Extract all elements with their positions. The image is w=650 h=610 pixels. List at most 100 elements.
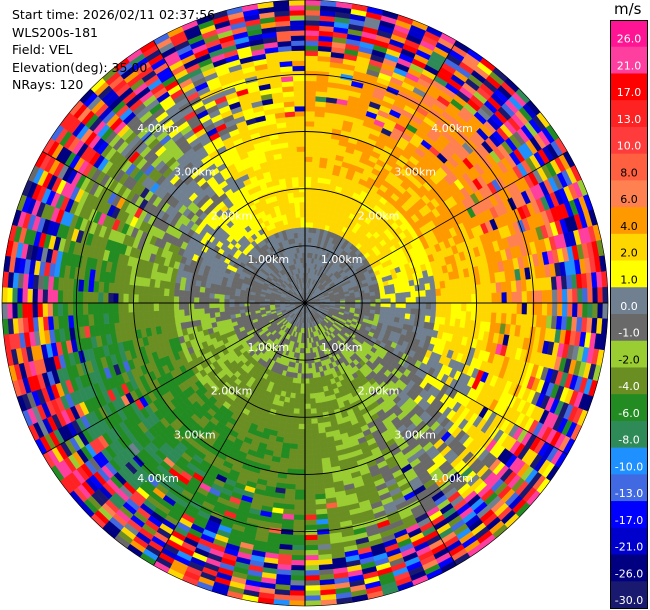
velocity-gate bbox=[440, 309, 447, 319]
velocity-gate bbox=[296, 448, 306, 455]
velocity-gate bbox=[566, 288, 573, 304]
velocity-gate bbox=[415, 296, 422, 304]
velocity-gate bbox=[456, 294, 462, 304]
velocity-gate bbox=[304, 232, 309, 238]
velocity-gate bbox=[399, 286, 406, 294]
velocity-gate bbox=[300, 383, 306, 390]
velocity-gate bbox=[311, 161, 321, 168]
velocity-gate bbox=[375, 298, 382, 304]
velocity-gate bbox=[291, 554, 306, 561]
velocity-gate bbox=[310, 191, 317, 198]
velocity-gate bbox=[495, 282, 502, 294]
velocity-gate bbox=[307, 347, 311, 354]
velocity-gate bbox=[506, 302, 513, 315]
velocity-gate bbox=[304, 373, 310, 380]
velocity-gate bbox=[304, 464, 314, 470]
velocity-gate bbox=[291, 423, 299, 430]
velocity-gate bbox=[304, 428, 313, 435]
velocity-gate bbox=[304, 35, 320, 42]
velocity-gate bbox=[304, 126, 315, 132]
velocity-gate bbox=[304, 408, 312, 415]
velocity-gate bbox=[292, 413, 300, 420]
velocity-gate bbox=[410, 296, 417, 304]
velocity-gate bbox=[312, 146, 322, 153]
velocity-gate bbox=[365, 295, 371, 301]
velocity-gate bbox=[405, 308, 412, 315]
velocity-gate bbox=[304, 191, 312, 198]
velocity-gate bbox=[304, 196, 311, 203]
velocity-gate bbox=[312, 156, 321, 163]
velocity-gate bbox=[292, 418, 300, 425]
velocity-gate bbox=[312, 443, 321, 450]
velocity-gate bbox=[304, 509, 317, 516]
velocity-gate bbox=[445, 295, 452, 304]
velocity-gate bbox=[450, 310, 457, 320]
velocity-gate bbox=[304, 14, 321, 21]
velocity-gate bbox=[304, 524, 318, 531]
velocity-gate bbox=[304, 393, 311, 400]
velocity-gate bbox=[304, 459, 314, 465]
velocity-gate bbox=[435, 309, 442, 318]
velocity-gate bbox=[304, 221, 310, 228]
velocity-gate bbox=[456, 302, 462, 312]
velocity-gate bbox=[461, 294, 467, 304]
velocity-gate bbox=[582, 287, 589, 304]
velocity-gate bbox=[304, 519, 317, 526]
velocity-gate bbox=[309, 393, 316, 400]
velocity-gate bbox=[486, 302, 493, 314]
velocity-gate bbox=[445, 302, 452, 311]
velocity-gate bbox=[312, 448, 322, 455]
velocity-gate bbox=[308, 217, 315, 223]
velocity-gate bbox=[299, 393, 306, 400]
velocity-gate bbox=[294, 499, 306, 506]
velocity-gate bbox=[445, 287, 452, 296]
velocity-gate bbox=[380, 306, 386, 312]
velocity-gate bbox=[521, 302, 528, 315]
velocity-gate bbox=[420, 302, 427, 310]
velocity-gate bbox=[304, 176, 312, 183]
velocity-gate bbox=[587, 287, 594, 304]
velocity-gate bbox=[572, 302, 578, 318]
velocity-gate bbox=[304, 19, 321, 26]
velocity-gate bbox=[516, 291, 523, 304]
velocity-gate bbox=[311, 176, 319, 183]
velocity-gate bbox=[297, 438, 306, 445]
velocity-gate bbox=[496, 292, 503, 304]
velocity-gate bbox=[440, 295, 447, 304]
velocity-gate bbox=[420, 308, 427, 316]
velocity-gate bbox=[466, 294, 472, 304]
velocity-gate bbox=[450, 294, 457, 304]
velocity-gate bbox=[304, 554, 319, 561]
velocity-gate bbox=[295, 388, 301, 395]
velocity-gate bbox=[296, 454, 306, 460]
velocity-gate bbox=[466, 302, 472, 312]
velocity-gate bbox=[561, 302, 568, 317]
velocity-gate bbox=[298, 418, 306, 425]
velocity-gate bbox=[460, 285, 467, 296]
velocity-gate bbox=[284, 493, 296, 500]
velocity-gate bbox=[380, 294, 386, 300]
velocity-gate bbox=[551, 289, 558, 304]
velocity-gate bbox=[300, 378, 306, 385]
velocity-gate bbox=[304, 585, 321, 592]
velocity-gate bbox=[349, 297, 356, 301]
velocity-gate bbox=[295, 383, 302, 389]
velocity-gate bbox=[304, 30, 320, 36]
velocity-gate bbox=[310, 413, 318, 420]
velocity-gate bbox=[292, 524, 306, 531]
velocity-gate bbox=[299, 398, 306, 405]
velocity-gate bbox=[450, 302, 457, 312]
velocity-gate bbox=[405, 302, 412, 309]
velocity-gate bbox=[304, 216, 310, 223]
velocity-gate bbox=[304, 70, 318, 77]
velocity-gate bbox=[299, 388, 306, 395]
velocity-gate bbox=[577, 302, 584, 318]
velocity-gate bbox=[298, 423, 306, 430]
velocity-gate bbox=[304, 590, 321, 597]
velocity-gate bbox=[296, 459, 306, 465]
velocity-gate bbox=[304, 65, 318, 72]
velocity-gate bbox=[395, 297, 402, 304]
velocity-gate bbox=[531, 302, 538, 316]
velocity-gate bbox=[304, 141, 314, 147]
velocity-gate bbox=[430, 289, 437, 297]
